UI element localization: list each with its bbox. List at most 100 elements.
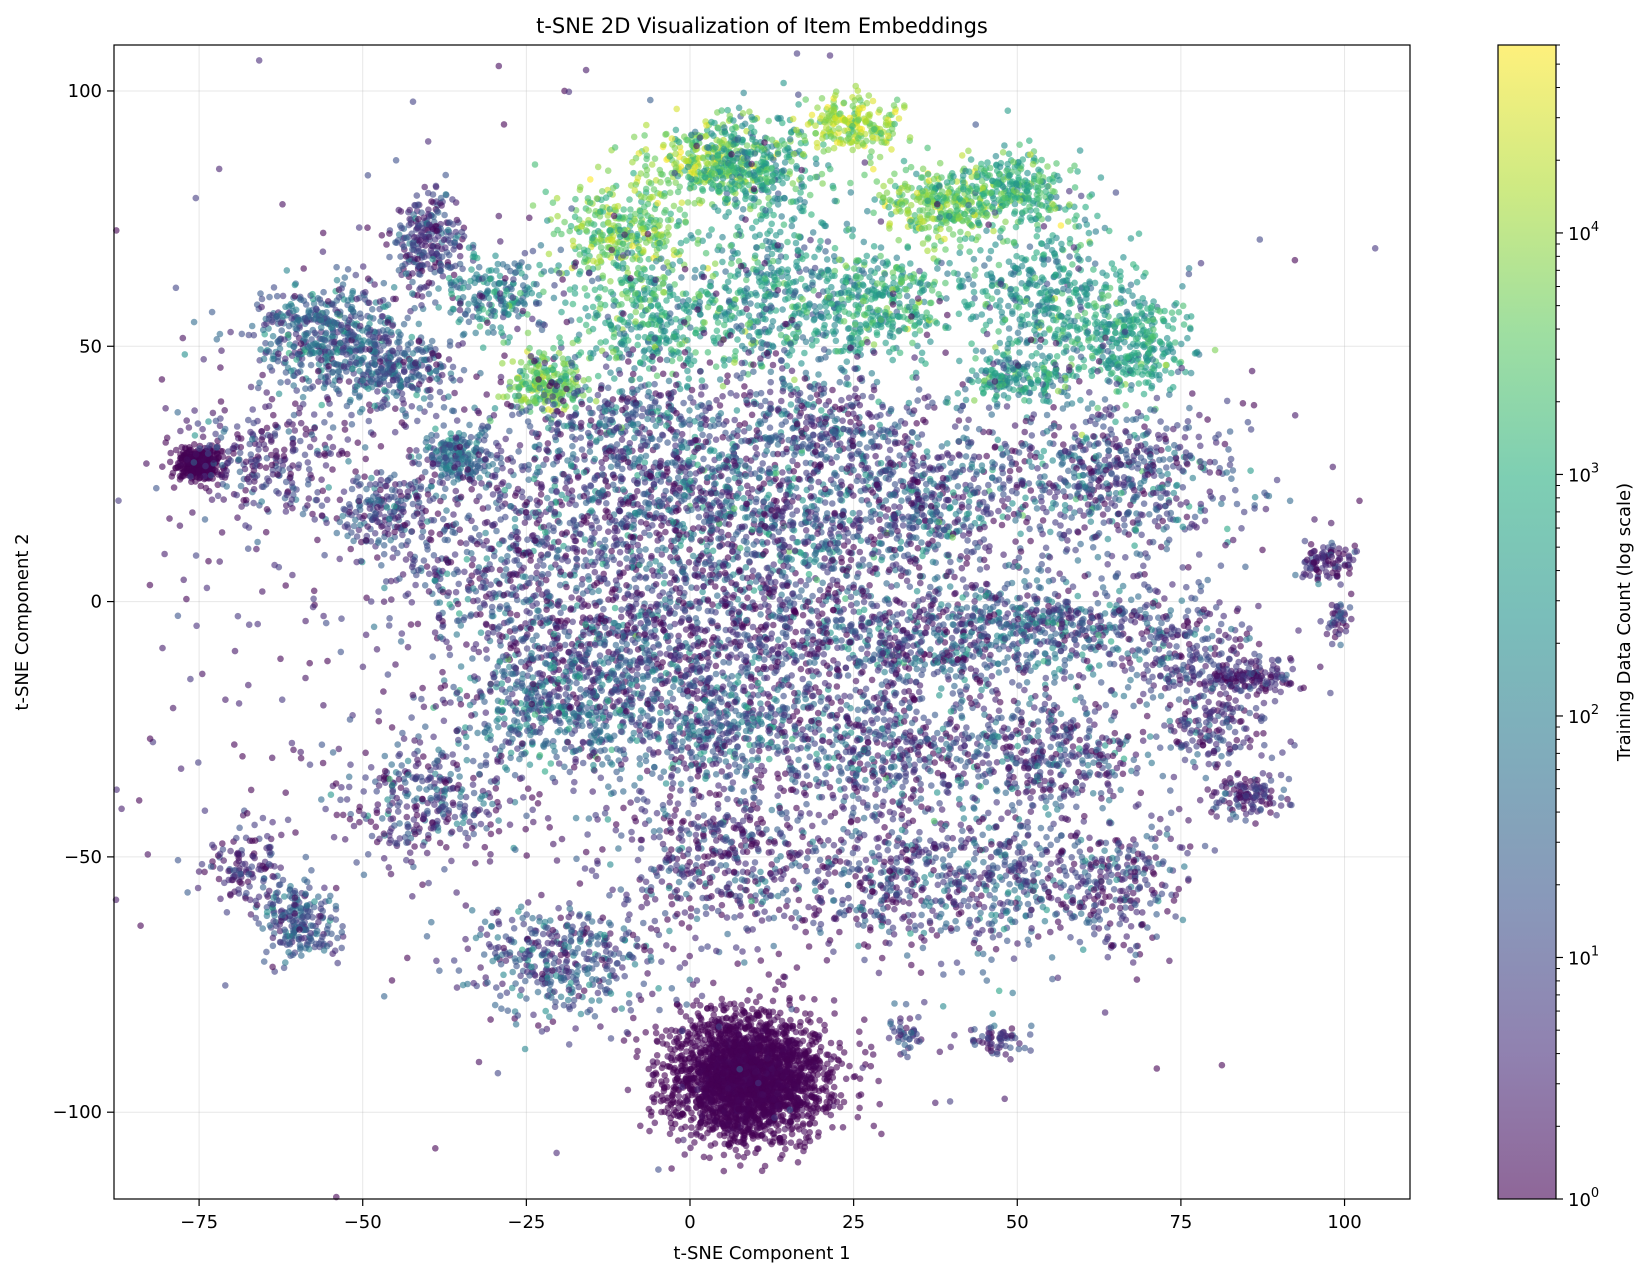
- scatter-point: [168, 473, 176, 480]
- scatter-point: [371, 341, 379, 349]
- scatter-point: [268, 461, 276, 469]
- scatter-point: [246, 478, 253, 486]
- scatter-point: [365, 338, 372, 346]
- scatter-point: [681, 1056, 689, 1063]
- scatter-point: [343, 521, 351, 528]
- scatter-point: [365, 366, 373, 373]
- scatter-point: [452, 234, 460, 242]
- scatter-point: [427, 393, 434, 401]
- scatter-point: [663, 1041, 671, 1048]
- scatter-point: [404, 314, 412, 322]
- scatter-point: [854, 1113, 862, 1121]
- scatter-point: [734, 1152, 742, 1160]
- scatter-point: [827, 1039, 835, 1047]
- scatter-point: [399, 406, 406, 414]
- scatter-point: [263, 389, 271, 396]
- scatter-point: [336, 496, 344, 504]
- scatter-point: [354, 439, 362, 447]
- scatter-point: [465, 318, 473, 326]
- scatter-point: [179, 472, 186, 480]
- scatter-point: [509, 294, 517, 301]
- scatter-point: [511, 260, 518, 267]
- scatter-point: [545, 406, 552, 413]
- scatter-point: [218, 529, 226, 536]
- scatter-point: [458, 228, 466, 236]
- scatter-point: [250, 499, 257, 507]
- scatter-point: [684, 1036, 691, 1044]
- scatter-point: [516, 264, 523, 272]
- scatter-point: [739, 1134, 747, 1142]
- scatter-point: [425, 290, 433, 298]
- scatter-point: [816, 1032, 823, 1039]
- scatter-point: [675, 1092, 683, 1100]
- scatter-point: [783, 1056, 791, 1063]
- scatter-point: [514, 375, 521, 383]
- scatter-point: [260, 483, 267, 491]
- scatter-point: [745, 1012, 753, 1019]
- scatter-point: [181, 351, 189, 358]
- scatter-point: [830, 997, 838, 1004]
- scatter-point: [247, 451, 255, 458]
- scatter-point: [447, 430, 455, 437]
- scatter-point: [708, 1021, 716, 1028]
- scatter-point: [402, 556, 410, 563]
- scatter-point: [272, 447, 280, 455]
- scatter-point: [395, 338, 403, 346]
- scatter-point: [449, 407, 456, 415]
- scatter-point: [445, 356, 453, 363]
- scatter-point: [722, 1110, 729, 1118]
- scatter-point: [415, 320, 423, 328]
- scatter-point: [411, 360, 419, 367]
- scatter-point: [411, 304, 418, 312]
- scatter-point: [752, 1149, 759, 1157]
- scatter-point: [341, 506, 349, 514]
- scatter-point: [421, 468, 429, 476]
- scatter-point: [318, 401, 326, 409]
- scatter-point: [420, 214, 428, 221]
- scatter-point: [288, 315, 295, 322]
- scatter-point: [409, 290, 416, 297]
- scatter-point: [704, 1030, 712, 1038]
- scatter-point: [301, 314, 309, 322]
- scatter-point: [790, 1112, 798, 1120]
- scatter-point: [668, 1165, 675, 1172]
- scatter-point: [359, 371, 367, 378]
- scatter-point: [876, 1100, 883, 1108]
- scatter-point: [816, 1017, 823, 1024]
- scatter-point: [311, 516, 319, 523]
- scatter-point: [751, 1091, 758, 1098]
- scatter-point: [425, 206, 432, 213]
- scatter-point: [351, 312, 359, 320]
- scatter-point: [319, 342, 327, 350]
- scatter-point: [282, 369, 290, 376]
- scatter-point: [435, 285, 442, 292]
- scatter-point: [706, 1154, 713, 1162]
- scatter-point: [248, 322, 256, 330]
- scatter-point: [746, 986, 753, 994]
- scatter-point: [828, 1091, 835, 1098]
- scatter-point: [479, 344, 487, 352]
- scatter-point: [408, 403, 416, 410]
- scatter-point: [664, 1053, 671, 1060]
- scatter-point: [721, 1060, 729, 1067]
- scatter-point: [440, 236, 448, 244]
- scatter-point: [334, 361, 342, 368]
- scatter-point: [409, 350, 417, 357]
- scatter-point: [371, 281, 378, 288]
- scatter-point: [507, 267, 514, 275]
- scatter-point: [445, 274, 453, 282]
- scatter-point: [789, 1049, 797, 1056]
- scatter-point: [377, 476, 385, 484]
- scatter-point: [719, 1070, 727, 1077]
- scatter-point: [494, 260, 502, 268]
- scatter-point: [258, 295, 266, 303]
- scatter-point: [782, 1101, 789, 1109]
- scatter-point: [491, 405, 499, 412]
- scatter-point: [357, 481, 364, 488]
- scatter-point: [318, 476, 325, 484]
- scatter-point: [710, 1088, 718, 1096]
- scatter-point: [428, 198, 435, 205]
- scatter-point: [372, 480, 380, 488]
- scatter-point: [830, 1083, 838, 1091]
